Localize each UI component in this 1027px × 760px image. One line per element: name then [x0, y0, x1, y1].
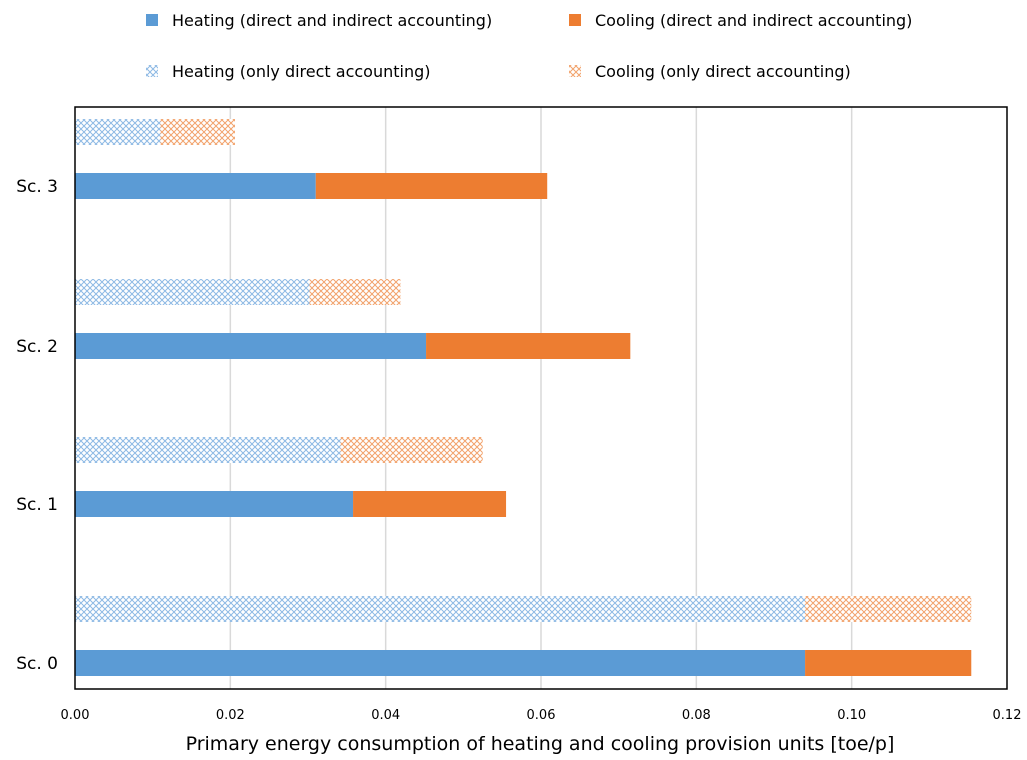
y-category-label: Sc. 0	[16, 654, 58, 674]
bar-segment	[75, 333, 427, 359]
bars	[75, 119, 972, 676]
legend-label: Heating (only direct accounting)	[172, 62, 431, 81]
gridlines	[229, 107, 853, 689]
x-axis-title: Primary energy consumption of heating an…	[186, 733, 895, 755]
bar-segment	[75, 437, 341, 463]
bar-segment	[160, 119, 235, 145]
y-category-label: Sc. 2	[16, 337, 58, 357]
bar-segment	[340, 437, 483, 463]
x-tick-label: 0.04	[371, 708, 400, 723]
y-axis-labels: Sc. 0 Sc. 1 Sc. 2 Sc. 3	[16, 177, 58, 674]
x-tick-label: 0.10	[837, 708, 866, 723]
bar-segment	[353, 491, 507, 517]
bar-segment	[309, 279, 401, 305]
legend-label: Cooling (direct and indirect accounting)	[595, 11, 912, 30]
bar-segment	[315, 173, 548, 199]
legend-label: Cooling (only direct accounting)	[595, 62, 851, 81]
legend-label: Heating (direct and indirect accounting)	[172, 11, 492, 30]
legend-swatch	[569, 14, 581, 26]
bar-segment	[75, 596, 806, 622]
y-category-label: Sc. 3	[16, 177, 58, 197]
bar-segment	[805, 596, 972, 622]
bar-segment	[805, 650, 972, 676]
bar-segment	[75, 491, 354, 517]
bar-segment	[426, 333, 631, 359]
x-tick-label: 0.02	[216, 708, 245, 723]
bar-segment	[75, 119, 161, 145]
x-tick-label: 0.08	[682, 708, 711, 723]
x-axis-labels: 0.00 0.02 0.04 0.06 0.08 0.10 0.12	[61, 708, 1022, 723]
legend: Heating (direct and indirect accounting)…	[146, 11, 912, 81]
legend-swatch	[569, 65, 581, 77]
x-tick-label: 0.00	[61, 708, 90, 723]
legend-swatch	[146, 14, 158, 26]
plot-area-frame	[74, 106, 1008, 690]
legend-swatch	[146, 65, 158, 77]
bar-segment	[75, 173, 316, 199]
bar-segment	[75, 650, 806, 676]
y-category-label: Sc. 1	[16, 495, 58, 515]
x-tick-label: 0.06	[527, 708, 556, 723]
bar-segment	[75, 279, 310, 305]
x-tick-label: 0.12	[993, 708, 1022, 723]
